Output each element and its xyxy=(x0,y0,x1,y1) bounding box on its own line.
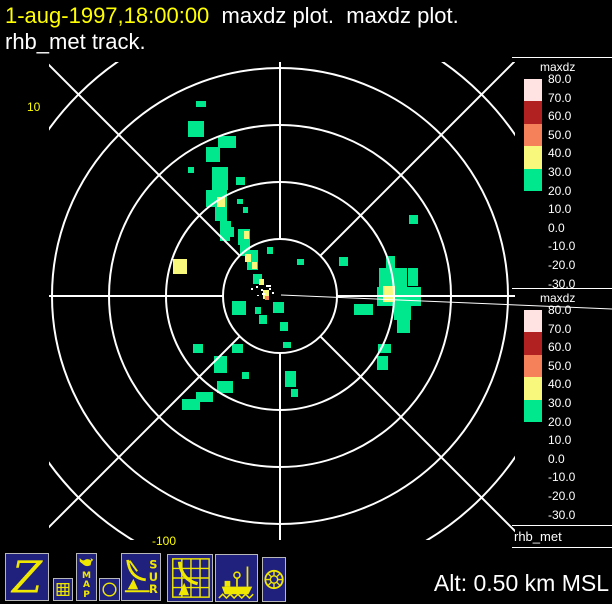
legend-color-bar xyxy=(524,79,542,191)
legend-footer-label: rhb_met xyxy=(514,529,562,544)
legend-tick-label: -20.0 xyxy=(548,258,576,272)
legend-tick-label: 10.0 xyxy=(548,202,572,217)
legend-color-swatch xyxy=(524,377,542,400)
circle-icon xyxy=(102,582,117,597)
zebra-logo-button[interactable]: Z xyxy=(5,553,49,601)
legend-title: maxdz xyxy=(540,60,576,74)
radar-over-grid-icon xyxy=(172,558,210,598)
legend-tick-label: 50.0 xyxy=(548,358,572,373)
legend-tick-label: 60.0 xyxy=(548,340,572,355)
legend-color-swatch xyxy=(524,399,542,422)
map-button[interactable]: M A P xyxy=(76,553,97,601)
legend-color-swatch xyxy=(524,79,542,102)
circle-button[interactable] xyxy=(99,578,120,601)
legend-tick-label: 20.0 xyxy=(548,183,572,198)
compass-wheel-icon xyxy=(264,569,284,590)
legend-tick-label: -10.0 xyxy=(548,470,576,485)
header-line2: rhb_met track. xyxy=(5,29,146,54)
legend-tick-label: 30.0 xyxy=(548,396,572,410)
legend-color-swatch xyxy=(524,332,542,355)
legend-color-swatch xyxy=(524,310,542,333)
color-legend-upper: maxdz 80.0 70.0 60.0 50.0 40.0 30.0 20.0 10.0 0.… xyxy=(512,57,612,291)
ship-track xyxy=(251,285,612,310)
legend-tick-label: 80.0 xyxy=(548,72,572,86)
svg-text:S: S xyxy=(149,557,157,571)
color-legend-lower: maxdz 80.0 70.0 60.0 50.0 40.0 30.0 20.0 10.0 0.… xyxy=(512,288,612,551)
legend-tick-label: -30.0 xyxy=(548,507,576,522)
svg-text:R: R xyxy=(149,582,158,596)
legend-tick-label: 40.0 xyxy=(548,146,572,161)
legend-tick-label: -20.0 xyxy=(548,489,576,503)
radar-grid-button[interactable] xyxy=(167,554,213,602)
legend-tick-label: 50.0 xyxy=(548,127,572,142)
grid-icon xyxy=(56,583,70,596)
ship-icon xyxy=(218,566,254,600)
legend-tick-label: 20.0 xyxy=(548,414,572,429)
header-line1: 1-aug-1997,18:00:00 maxdz plot. maxdz pl… xyxy=(5,3,459,29)
timestamp: 1-aug-1997,18:00:00 xyxy=(5,3,210,28)
legend-title: maxdz xyxy=(540,291,576,305)
zebra-z-icon: Z xyxy=(10,554,44,600)
svg-text:P: P xyxy=(83,590,90,600)
legend-tick-label: 40.0 xyxy=(548,377,572,392)
legend-color-swatch xyxy=(524,123,542,147)
legend-color-bar xyxy=(524,310,542,422)
legend-tick-label: 80.0 xyxy=(548,303,572,317)
svg-text:A: A xyxy=(83,580,90,590)
legend-footer-divider xyxy=(512,525,612,526)
map-icon: M A P xyxy=(79,558,94,600)
legend-tick-label: 70.0 xyxy=(548,321,572,336)
legend-tick-label: 30.0 xyxy=(548,165,572,179)
svg-text:M: M xyxy=(82,571,91,581)
radar-echoes xyxy=(173,101,421,410)
legend-tick-label: 0.0 xyxy=(548,451,565,466)
plot-titles-text: maxdz plot. maxdz plot. xyxy=(221,3,459,28)
surveillance-button[interactable]: S U R xyxy=(121,553,161,601)
legend-color-swatch xyxy=(524,101,542,124)
legend-tick-label: 70.0 xyxy=(548,90,572,105)
legend-footer-divider xyxy=(512,547,612,548)
axis-label-left: 10 xyxy=(27,100,41,114)
legend-tick-label: 10.0 xyxy=(548,433,572,448)
radar-dish-icon: S U R xyxy=(124,557,158,596)
wheel-button[interactable] xyxy=(262,557,286,602)
grid-button[interactable] xyxy=(53,578,73,601)
legend-tick-label: 60.0 xyxy=(548,109,572,124)
svg-text:U: U xyxy=(149,570,158,584)
svg-text:Z: Z xyxy=(10,554,44,600)
legend-tick-label: -10.0 xyxy=(548,239,576,254)
axis-label-bottom: -100 xyxy=(152,534,177,548)
legend-color-swatch xyxy=(524,168,542,191)
legend-tick-label: -30.0 xyxy=(548,276,576,291)
legend-tick-label: 0.0 xyxy=(548,220,565,235)
legend-color-swatch xyxy=(524,354,542,378)
altitude-status: Alt: 0.50 km MSL xyxy=(433,570,609,596)
legend-color-swatch xyxy=(524,146,542,169)
ship-button[interactable] xyxy=(215,554,258,602)
